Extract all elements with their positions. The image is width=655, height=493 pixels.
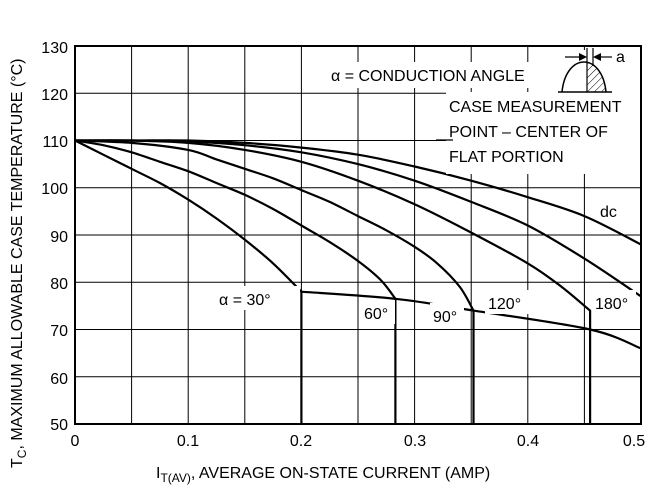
x-tick-label: 0 [71, 433, 80, 450]
series-label-180: 180° [595, 296, 628, 313]
series-line-0 [74, 139, 303, 424]
y-tick-label: 90 [50, 229, 68, 246]
y-tick-label: 110 [42, 134, 68, 151]
half-sine-waveform [561, 61, 607, 93]
series-label-60: 60° [364, 306, 388, 323]
x-tick-label: 0.3 [404, 433, 426, 450]
x-tick-label: 0.4 [517, 433, 539, 450]
chart-series [74, 139, 642, 424]
arrow-left-icon [593, 53, 601, 61]
arrow-right-icon [579, 53, 587, 61]
lower-bound-line [301, 290, 642, 350]
series-label-dc: dc [600, 204, 617, 221]
x-axis-title: IT(AV), AVERAGE ON-STATE CURRENT (AMP) [156, 465, 490, 485]
series-label-120: 120° [488, 296, 521, 313]
y-tick-label: 70 [50, 323, 68, 340]
y-tick-label: 60 [50, 371, 68, 388]
plot-frame [74, 45, 642, 425]
y-tick-label: 100 [41, 181, 68, 198]
series-label-90: 90° [433, 309, 457, 326]
y-axis-title-rest: , MAXIMUM ALLOWABLE CASE TEMPERATURE (°C… [9, 58, 26, 449]
x-tick-label: 0.1 [177, 433, 199, 450]
x-axis-title-main: I [156, 465, 160, 482]
case-measurement-line3: FLAT PORTION [449, 149, 564, 166]
y-axis-title: TC, MAXIMUM ALLOWABLE CASE TEMPERATURE (… [9, 58, 29, 468]
x-tick-label: 0.5 [623, 433, 645, 450]
series-line-2 [74, 139, 475, 424]
waveform-hatched-region [587, 62, 606, 92]
y-tick-label: 130 [41, 40, 68, 57]
series-line-5 [75, 139, 642, 246]
y-tick-label: 80 [50, 276, 68, 293]
case-measurement-annotation: α = CONDUCTION ANGLE CASE MEASUREMENT PO… [328, 48, 642, 174]
series-label-30: α = 30° [219, 292, 271, 309]
case-measurement-line2: POINT – CENTER OF [449, 124, 608, 141]
x-axis-title-rest: , AVERAGE ON-STATE CURRENT (AMP) [191, 465, 490, 482]
conduction-angle-label: α = CONDUCTION ANGLE [331, 68, 525, 85]
case-measurement-line1: CASE MEASUREMENT [449, 99, 622, 116]
x-axis-title-sub: T(AV) [160, 471, 190, 485]
y-tick-labels: 50 60 70 80 90 100 110 120 130 [41, 40, 68, 434]
y-tick-label: 50 [50, 417, 68, 434]
y-axis-title-sub: C [15, 449, 29, 458]
series-line-1 [74, 139, 397, 424]
x-tick-labels: 0 0.1 0.2 0.3 0.4 0.5 [71, 433, 646, 450]
x-tick-label: 0.2 [290, 433, 312, 450]
y-tick-label: 120 [41, 87, 68, 104]
y-axis-title-main: T [9, 458, 26, 468]
arrow-label-a: a [616, 49, 625, 66]
series-labels: α = 30° 60° 90° 120° 180° dc [216, 204, 636, 327]
